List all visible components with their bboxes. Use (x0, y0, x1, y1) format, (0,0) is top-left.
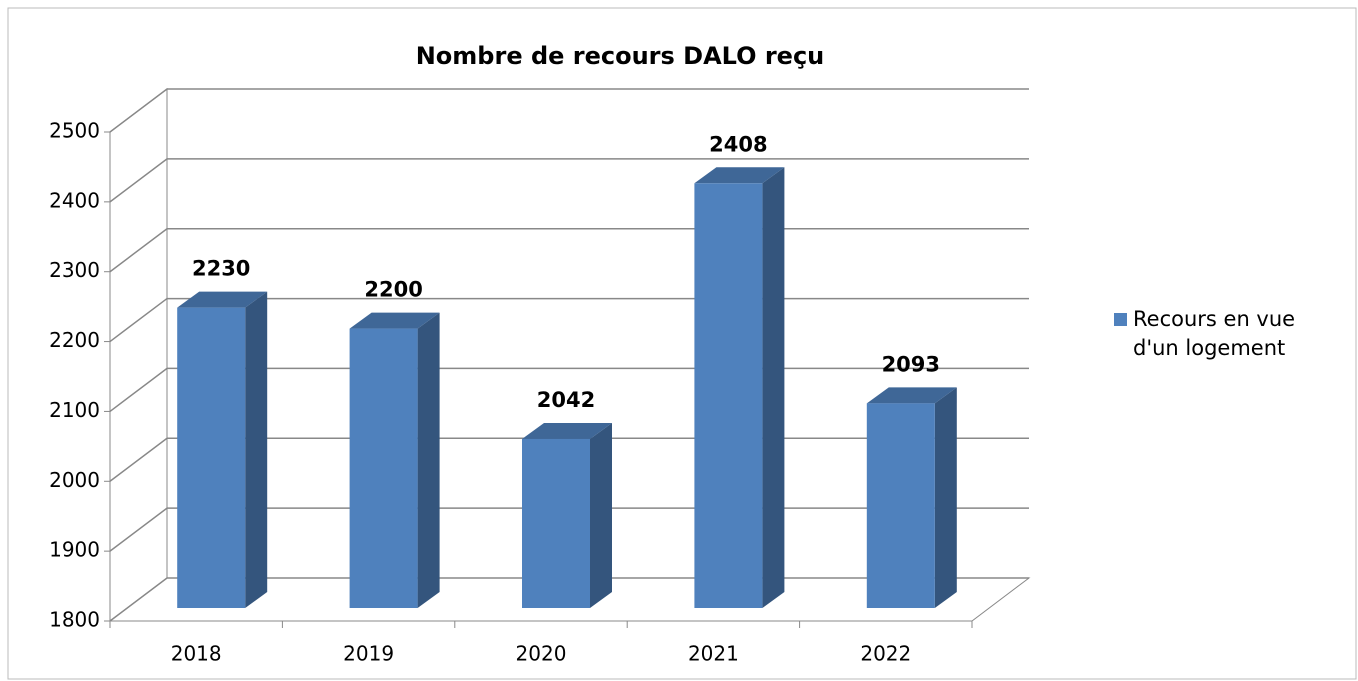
x-tick-label: 2022 (860, 642, 911, 666)
chart-title: Nombre de recours DALO reçu (416, 42, 825, 70)
grid-line (109, 158, 1029, 203)
bar-top (694, 167, 785, 184)
data-label: 2200 (364, 278, 422, 302)
bar-side (417, 312, 440, 608)
y-tick-label: 1800 (49, 608, 100, 632)
y-tick-label: 2400 (49, 188, 100, 212)
bar-top (177, 291, 268, 308)
bar-side (934, 387, 957, 608)
y-tick-label: 2200 (49, 328, 100, 352)
y-tick-label: 2000 (49, 468, 100, 492)
bar-top (349, 312, 440, 329)
bar (694, 183, 763, 609)
data-label: 2093 (882, 352, 940, 376)
x-tick-label: 2021 (688, 642, 739, 666)
legend-label: Recours en vue d'un logement (1133, 307, 1296, 360)
bar-side (245, 291, 268, 608)
grid-line (109, 88, 1029, 133)
bar (349, 328, 418, 608)
bar-side (762, 167, 785, 609)
bar-top (866, 387, 957, 404)
x-tick-label: 2019 (343, 642, 394, 666)
y-tick-label: 2100 (49, 398, 100, 422)
y-tick-label: 1900 (49, 538, 100, 562)
x-tick-label: 2020 (516, 642, 567, 666)
data-label: 2230 (192, 257, 250, 281)
data-label: 2408 (709, 132, 767, 156)
bar-side (590, 422, 612, 608)
bar (866, 403, 935, 608)
y-tick-label: 2300 (49, 258, 100, 282)
bar (522, 438, 590, 608)
legend-swatch (1114, 313, 1127, 326)
y-tick-label: 2500 (49, 119, 100, 143)
bar (177, 307, 246, 608)
x-tick-label: 2018 (171, 642, 222, 666)
bar-top (522, 422, 612, 439)
data-label: 2042 (537, 388, 595, 412)
